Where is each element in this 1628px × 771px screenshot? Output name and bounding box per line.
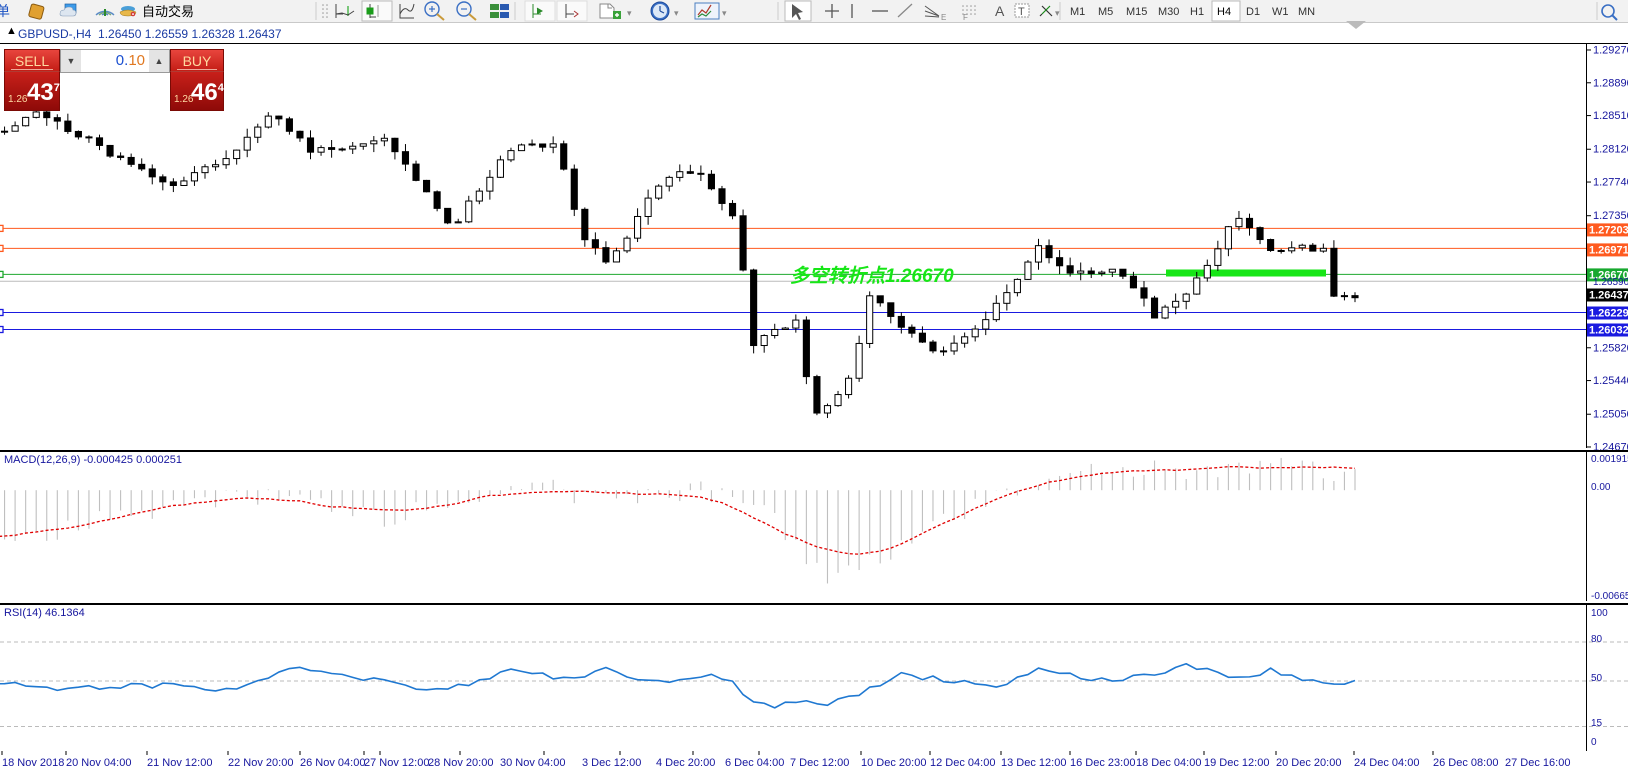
svg-text:12 Dec 04:00: 12 Dec 04:00: [930, 757, 995, 769]
svg-text:1.26229: 1.26229: [1589, 307, 1628, 319]
svg-text:10 Dec 20:00: 10 Dec 20:00: [861, 757, 926, 769]
svg-text:1.28120: 1.28120: [1593, 144, 1628, 156]
svg-text:24 Dec 04:00: 24 Dec 04:00: [1354, 757, 1419, 769]
svg-text:21 Nov 12:00: 21 Nov 12:00: [147, 757, 212, 769]
svg-text:1.27350: 1.27350: [1593, 210, 1628, 222]
svg-text:18 Nov 2018: 18 Nov 2018: [2, 757, 64, 769]
svg-text:22 Nov 20:00: 22 Nov 20:00: [228, 757, 293, 769]
svg-text:27 Nov 12:00: 27 Nov 12:00: [364, 757, 429, 769]
svg-text:1.25050: 1.25050: [1593, 409, 1628, 421]
svg-text:1.26590: 1.26590: [1593, 277, 1628, 288]
svg-text:26 Dec 08:00: 26 Dec 08:00: [1433, 757, 1498, 769]
svg-text:1.27740: 1.27740: [1593, 177, 1628, 189]
svg-text:13 Dec 12:00: 13 Dec 12:00: [1001, 757, 1066, 769]
svg-text:28 Nov 20:00: 28 Nov 20:00: [428, 757, 493, 769]
svg-text:1.25440: 1.25440: [1593, 375, 1628, 387]
svg-text:20 Dec 20:00: 20 Dec 20:00: [1276, 757, 1341, 769]
svg-text:30 Nov 04:00: 30 Nov 04:00: [500, 757, 565, 769]
svg-text:7 Dec 12:00: 7 Dec 12:00: [790, 757, 849, 769]
svg-text:26 Nov 04:00: 26 Nov 04:00: [300, 757, 365, 769]
svg-text:4 Dec 20:00: 4 Dec 20:00: [656, 757, 715, 769]
svg-text:1.29270: 1.29270: [1593, 45, 1628, 57]
svg-text:1.28890: 1.28890: [1593, 77, 1628, 89]
svg-text:20 Nov 04:00: 20 Nov 04:00: [66, 757, 131, 769]
svg-text:3 Dec 12:00: 3 Dec 12:00: [582, 757, 641, 769]
svg-text:1.26971: 1.26971: [1589, 244, 1628, 256]
svg-text:27 Dec 16:00: 27 Dec 16:00: [1505, 757, 1570, 769]
svg-text:18 Dec 04:00: 18 Dec 04:00: [1136, 757, 1201, 769]
svg-text:19 Dec 12:00: 19 Dec 12:00: [1204, 757, 1269, 769]
svg-text:16 Dec 23:00: 16 Dec 23:00: [1070, 757, 1135, 769]
svg-text:6 Dec 04:00: 6 Dec 04:00: [725, 757, 784, 769]
svg-text:1.26437: 1.26437: [1589, 289, 1628, 301]
svg-text:1.26032: 1.26032: [1589, 324, 1628, 336]
svg-text:1.25820: 1.25820: [1593, 342, 1628, 354]
svg-text:1.28510: 1.28510: [1593, 110, 1628, 122]
svg-text:1.27203: 1.27203: [1589, 224, 1628, 236]
